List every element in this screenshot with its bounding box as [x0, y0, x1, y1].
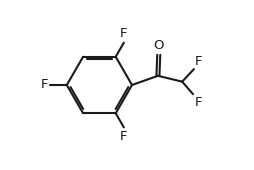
Text: F: F	[195, 55, 203, 68]
Text: F: F	[40, 79, 48, 91]
Text: F: F	[194, 96, 202, 108]
Text: F: F	[120, 27, 128, 40]
Text: O: O	[153, 39, 164, 52]
Text: F: F	[120, 130, 128, 143]
